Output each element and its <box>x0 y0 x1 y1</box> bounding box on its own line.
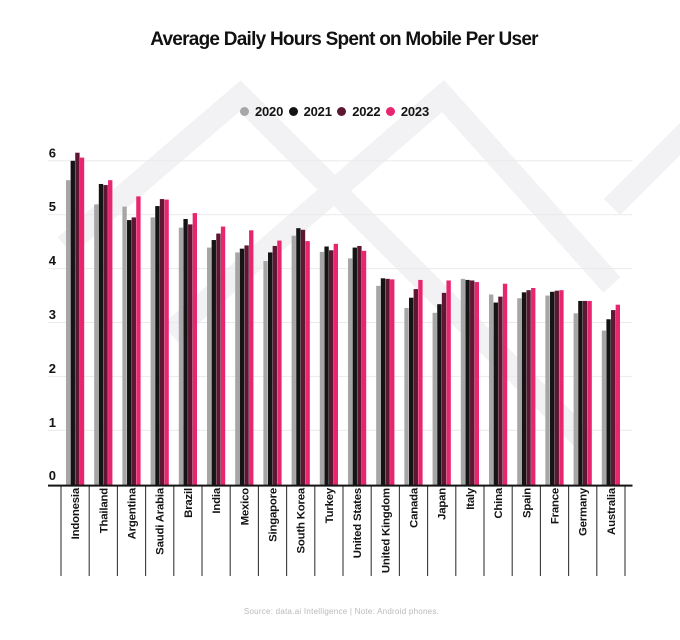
svg-text:1: 1 <box>49 415 56 430</box>
svg-text:United Kingdom: United Kingdom <box>380 488 392 573</box>
svg-text:Japan: Japan <box>437 488 449 520</box>
svg-text:Italy: Italy <box>465 487 477 510</box>
svg-text:South Korea: South Korea <box>296 487 308 553</box>
svg-text:Spain: Spain <box>521 488 533 518</box>
svg-text:4: 4 <box>49 253 57 268</box>
svg-text:Thailand: Thailand <box>98 488 110 533</box>
svg-text:France: France <box>550 488 562 524</box>
svg-text:Turkey: Turkey <box>324 487 336 523</box>
svg-text:Germany: Germany <box>578 487 590 536</box>
svg-text:China: China <box>493 487 505 519</box>
svg-text:Argentina: Argentina <box>127 487 139 539</box>
svg-text:Brazil: Brazil <box>183 488 195 518</box>
svg-text:Indonesia: Indonesia <box>70 487 82 539</box>
svg-text:Singapore: Singapore <box>268 488 280 542</box>
svg-text:Australia: Australia <box>606 487 618 535</box>
svg-text:0: 0 <box>49 468 56 483</box>
svg-text:United States: United States <box>352 488 364 558</box>
svg-text:Saudi Arabia: Saudi Arabia <box>155 487 167 555</box>
svg-text:India: India <box>211 487 223 513</box>
svg-text:3: 3 <box>49 307 56 322</box>
svg-text:6: 6 <box>49 145 56 160</box>
svg-text:5: 5 <box>49 199 56 214</box>
svg-text:2: 2 <box>49 361 56 376</box>
svg-text:Canada: Canada <box>409 487 421 528</box>
svg-text:Mexico: Mexico <box>239 488 251 526</box>
